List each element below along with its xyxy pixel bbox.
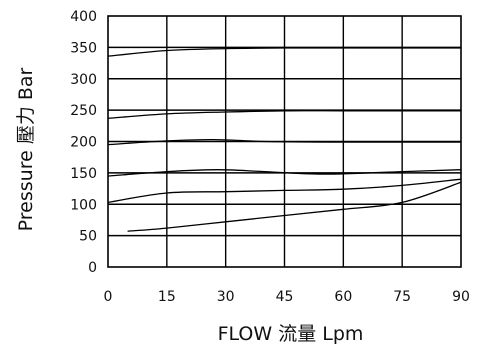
x-tick-label: 15 [158, 289, 176, 305]
y-tick-label: 150 [70, 166, 97, 182]
y-axis-title: Pressure 壓力 Bar [15, 67, 37, 231]
series-line-2 [107, 110, 461, 119]
y-tick-label: 50 [79, 229, 97, 245]
series-line-4 [107, 169, 462, 177]
y-tick-label: 250 [70, 103, 97, 119]
series-curves [107, 47, 462, 232]
series-line-1 [107, 47, 461, 57]
y-tick-labels: 0 50 100 150 200 250 300 350 400 [70, 9, 97, 276]
x-tick-label: 75 [393, 289, 411, 305]
y-tick-label: 300 [70, 72, 97, 88]
y-tick-label: 100 [70, 197, 97, 213]
series-line-5 [107, 178, 462, 204]
x-axis-title: FLOW 流量 Lpm [218, 323, 364, 345]
y-tick-label: 0 [88, 260, 97, 276]
x-tick-label: 45 [276, 289, 294, 305]
x-tick-label: 0 [104, 289, 113, 305]
x-tick-label: 30 [217, 289, 235, 305]
series-line-6 [127, 181, 462, 232]
y-tick-label: 350 [70, 40, 97, 56]
x-tick-label: 90 [452, 289, 470, 305]
x-tick-label: 60 [334, 289, 352, 305]
y-tick-label: 200 [70, 135, 97, 151]
series-line-3 [107, 138, 461, 146]
y-tick-label: 400 [70, 9, 97, 25]
x-tick-labels: 0 15 30 45 60 75 90 [104, 289, 470, 305]
